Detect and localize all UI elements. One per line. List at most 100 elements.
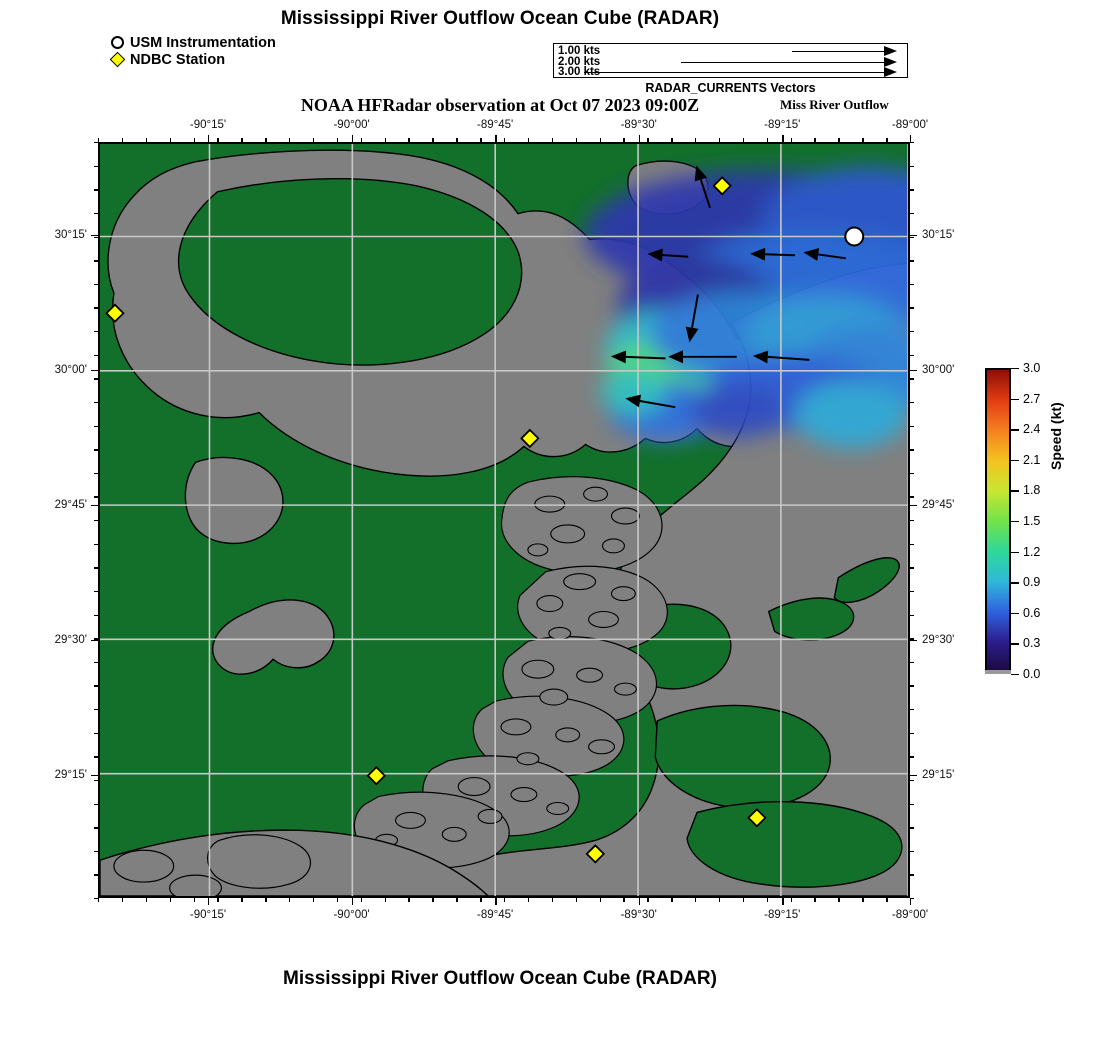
vector-scale-label: 1.00 kts [558,45,601,57]
y-minor-tick [910,827,914,829]
legend-item-usm: USM Instrumentation [110,35,276,52]
colorbar-tick-label: 2.4 [1023,422,1041,437]
arrowhead [625,394,642,408]
y-axis-label-right: 29°45' [922,499,955,512]
x-minor-tick [551,138,554,142]
y-minor-tick [910,401,914,404]
colorbar-tick-label: 0.0 [1023,667,1041,681]
colorbar-tick [1011,490,1019,492]
y-minor-tick [94,212,98,215]
x-axis-label-top: -89°30' [620,119,657,131]
x-major-tick [208,898,210,905]
y-minor-tick [910,874,914,876]
colorbar-gradient [985,368,1011,674]
colorbar-tick-label: 2.7 [1023,391,1041,406]
x-minor-tick [456,138,458,142]
x-minor-tick [336,138,339,142]
arrowhead [750,247,766,261]
land-west-peninsula [212,599,335,675]
ndbc-station-marker[interactable] [105,303,125,323]
y-major-tick [91,370,98,372]
colorbar[interactable]: 3.0 2.7 2.4 2.1 1.8 1.5 1.2 0.9 0.6 0.3 0.0 [985,361,1040,681]
x-axis-label-bottom: -89°45' [477,909,514,921]
current-vector-arrow [610,350,666,364]
y-minor-tick [910,543,914,546]
legend-label-ndbc: NDBC Station [130,52,226,68]
vector-scale-arrowhead [884,56,897,67]
x-minor-tick [862,138,864,142]
colorbar-tick-label: 0.6 [1023,605,1041,620]
y-minor-tick [910,236,914,238]
y-minor-tick [94,472,98,475]
x-minor-tick [527,138,530,142]
ndbc-station-marker[interactable] [520,428,540,449]
x-minor-tick [360,898,363,902]
y-minor-tick [910,732,914,735]
y-minor-tick [94,165,98,168]
y-major-tick [910,370,917,372]
y-minor-tick [94,874,98,876]
vector-scale-label: 3.00 kts [558,66,601,78]
station-markers-layer[interactable] [105,176,865,864]
y-minor-tick [910,709,914,711]
x-axis-label-bottom: -89°30' [620,909,657,921]
y-minor-tick [94,590,98,593]
marsh-inlet-b [654,704,831,809]
y-minor-tick [910,779,914,782]
vector-scale-row: 3.00 kts [554,66,907,78]
x-axis-label-bottom: -90°00' [333,909,370,921]
x-minor-tick [265,138,267,142]
x-minor-tick [623,138,625,142]
current-vectors-layer [610,165,846,409]
y-minor-tick [94,378,98,380]
y-major-tick [910,234,917,237]
y-minor-tick [94,331,98,333]
vector-scale-caption: RADAR_CURRENTS Vectors [645,81,816,95]
x-major-tick [495,135,497,142]
x-minor-tick [766,898,769,902]
region-label: Miss River Outflow [780,97,889,112]
x-minor-tick [121,898,124,902]
y-minor-tick [94,401,98,404]
y-minor-tick [94,189,98,191]
x-axis-label-bottom: -90°15' [189,909,227,921]
y-minor-tick [94,803,98,805]
y-minor-tick [910,685,914,687]
x-major-tick [351,135,353,142]
colorbar-tick-label: 0.3 [1023,636,1041,651]
y-major-tick [91,774,98,777]
x-minor-tick [98,138,100,142]
x-minor-tick [289,138,291,142]
y-minor-tick [910,283,914,286]
ndbc-station-marker[interactable] [585,844,606,864]
x-minor-tick [312,138,315,142]
y-minor-tick [94,756,98,758]
marker-legend: USM Instrumentation NDBC Station [109,35,276,69]
ndbc-station-marker[interactable] [712,176,732,196]
vector-scale-arrowhead [884,46,897,56]
x-minor-tick [647,138,649,142]
ndbc-station-marker[interactable] [747,808,767,828]
y-minor-tick [910,260,914,262]
y-minor-tick [910,898,914,900]
ndbc-station-marker[interactable] [366,765,387,786]
colorbar-tick [1011,674,1019,676]
map-plot-area[interactable] [98,142,910,898]
x-minor-tick [766,138,769,142]
x-minor-tick [456,898,458,902]
colorbar-tick-label: 0.9 [1023,575,1041,590]
y-minor-tick [94,496,98,498]
x-minor-tick [671,898,673,902]
x-minor-tick [336,898,339,902]
y-minor-tick [910,425,914,427]
diamond-marker-icon [109,51,130,69]
arrowhead [694,165,707,182]
x-minor-tick [169,898,172,902]
current-vector-arrow [750,247,795,261]
x-axis-label-bottom: -89°00' [891,909,929,921]
y-minor-tick [910,614,914,616]
arrowhead [803,248,820,261]
usm-instrumentation-marker[interactable] [844,226,865,247]
colorbar-tick [1011,612,1019,615]
y-minor-tick [94,898,98,900]
